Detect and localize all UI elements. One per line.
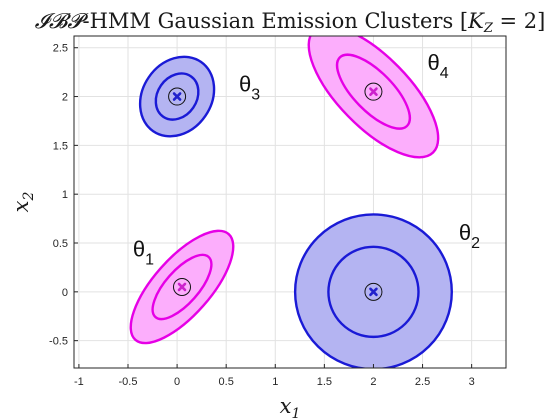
mean-marker-stroke	[172, 92, 182, 101]
cluster-theta_1-inner-ellipse	[151, 253, 213, 321]
cluster-label-theta_1: θ1	[133, 237, 154, 269]
y-tick-label: 1.5	[53, 140, 68, 152]
x-tick-label: -1	[74, 376, 84, 388]
x-tick-label: 1	[272, 376, 278, 388]
y-tick-label: 0.5	[53, 238, 68, 250]
cluster-theta_1-mean-circle	[173, 277, 191, 296]
cluster-label-sub: 1	[145, 252, 154, 269]
chart-title: 𝓘𝓑𝓟-HMM Gaussian Emission Clusters [KZ =…	[35, 9, 546, 36]
cluster-label-sub: 4	[440, 65, 449, 82]
axes-box	[73, 35, 507, 369]
cluster-label-base: θ	[239, 72, 251, 97]
cluster-label-base: θ	[133, 237, 145, 262]
x-tick-label: 3	[469, 376, 475, 388]
cluster-label-base: θ	[459, 220, 471, 245]
y-tick-label: 1	[62, 189, 68, 201]
y-axis-label-base: x	[9, 200, 33, 212]
cluster-theta_4-mean-marker	[369, 87, 378, 96]
x-tick-label: 1.5	[317, 376, 332, 388]
y-tick-label: -0.5	[49, 336, 68, 348]
mean-marker-stroke	[369, 87, 378, 96]
y-tick-label: 2	[62, 92, 68, 104]
cluster-label-theta_3: θ3	[239, 72, 260, 104]
cluster-label-sub: 3	[251, 87, 260, 104]
x-tick-label: 2	[370, 376, 376, 388]
x-tick-label: 0.5	[219, 376, 234, 388]
cluster-theta_3-mean-circle	[168, 87, 187, 106]
y-axis-label-sub: 2	[21, 192, 37, 202]
title-k-subscript: Z	[483, 21, 494, 36]
x-axis-label-sub: 1	[291, 406, 300, 420]
cluster-theta_2-inner-ellipse	[327, 245, 420, 339]
cluster-theta_3-mean-marker	[172, 92, 182, 101]
mean-marker-stroke	[369, 287, 378, 297]
y-tick-label: 2.5	[53, 43, 68, 55]
cluster-theta_2-mean-circle	[364, 282, 383, 301]
title-script: 𝓘𝓑𝓟	[35, 9, 89, 33]
x-tick-label: 0	[174, 376, 180, 388]
axis-ticks: -1 -0.5 0 0.5 1 1.5 2 2.5 3 -0.5 0 0.5 1 1.5 2 2.5	[49, 43, 475, 388]
y-tick-label: 0	[62, 287, 68, 299]
title-k: K	[467, 9, 485, 33]
cluster-label-theta_4: θ4	[427, 50, 448, 82]
cluster-label-theta_2: θ2	[459, 220, 480, 252]
y-axis-label: x2	[9, 192, 37, 213]
title-text: -HMM Gaussian Emission Clusters [	[83, 9, 469, 33]
cluster-label-base: θ	[427, 50, 439, 75]
x-axis-label-base: x	[280, 394, 292, 418]
cluster-theta_4-mean-circle	[364, 82, 383, 101]
cluster-theta_4-inner-ellipse	[335, 53, 412, 130]
x-tick-label: 2.5	[415, 376, 430, 388]
x-axis-label: x1	[280, 394, 301, 420]
cluster-theta_1-mean-marker	[177, 282, 187, 292]
x-tick-label: -0.5	[119, 376, 138, 388]
cluster-theta_2-mean-marker	[369, 287, 378, 297]
cluster-label-sub: 2	[471, 235, 480, 252]
title-rest: = 2]	[493, 9, 546, 33]
cluster-ellipses	[129, 36, 453, 368]
cluster-theta_3-inner-ellipse	[154, 72, 200, 121]
mean-marker-stroke	[177, 282, 187, 292]
